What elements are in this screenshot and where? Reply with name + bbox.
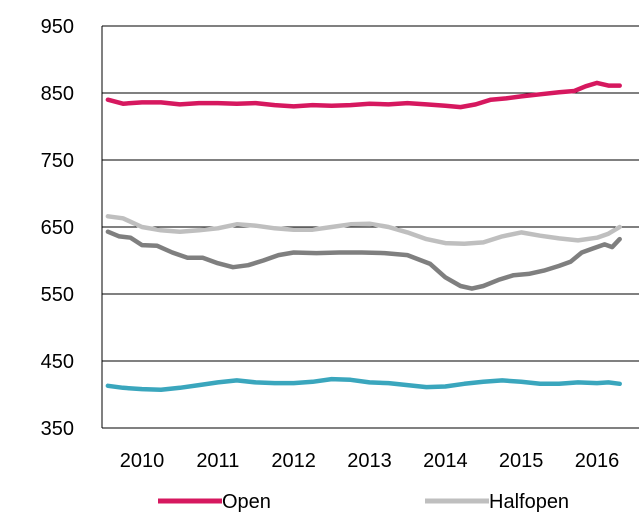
x-tick-label: 2016 [575, 450, 620, 472]
y-tick-label: 750 [41, 150, 74, 172]
legend-label-open: Open [222, 491, 271, 513]
x-axis: 2010 2011 2012 2013 2014 2015 2016 [102, 427, 639, 472]
y-tick-label: 550 [41, 284, 74, 306]
series-line-halfopen [105, 214, 622, 247]
y-tick-label: 350 [41, 418, 74, 440]
x-tick-label: 2013 [347, 450, 392, 472]
gridlines [102, 25, 639, 362]
y-tick-label: 650 [41, 217, 74, 239]
y-tick-label: 950 [41, 16, 74, 38]
y-tick-label: 850 [41, 83, 74, 105]
series-line-open [105, 80, 622, 110]
x-tick-label: 2014 [423, 450, 468, 472]
series-line-unlabeled-4 [105, 376, 622, 393]
series-line-unlabeled-2 [105, 229, 622, 291]
y-tick-label: 450 [41, 351, 74, 373]
legend-label-halfopen: Halfopen [489, 491, 569, 513]
x-tick-label: 2012 [271, 450, 316, 472]
x-tick-label: 2010 [120, 450, 165, 472]
y-axis: 350 450 550 650 750 850 950 [41, 16, 103, 440]
series-lines [105, 80, 622, 393]
legend: Open Halfopen [158, 491, 569, 513]
x-tick-label: 2011 [196, 450, 239, 472]
x-tick-label: 2015 [499, 450, 544, 472]
